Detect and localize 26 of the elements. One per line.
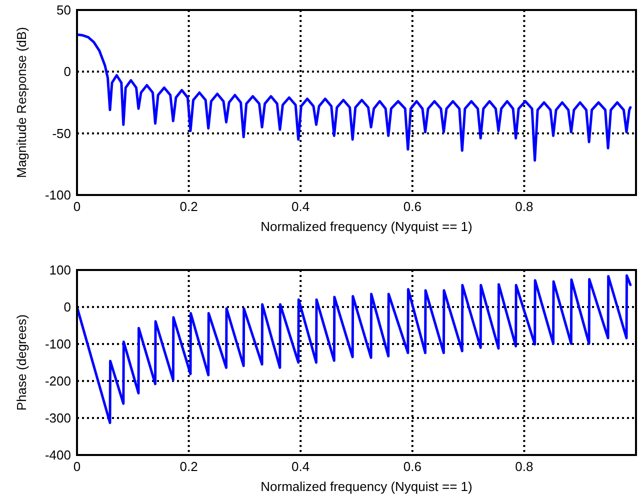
y-tick-label: 0	[64, 64, 71, 80]
y-axis-title: Phase (degrees)	[14, 314, 29, 411]
y-tick-label: 100	[49, 262, 71, 278]
x-tick-label: 0.8	[515, 459, 534, 474]
x-tick-label: 0.6	[403, 199, 422, 214]
y-tick-label: -300	[44, 410, 71, 426]
x-tick-label: 0.2	[180, 199, 198, 214]
y-tick-label: -200	[44, 374, 71, 388]
x-axis-title: Normalized frequency (Nyquist == 1)	[260, 479, 472, 494]
x-tick-label: 0.2	[180, 459, 198, 474]
y-tick-label: -400	[44, 448, 71, 462]
y-tick-label: -100	[44, 336, 71, 352]
y-tick-label: -100	[44, 188, 71, 202]
x-tick-label: 0.4	[292, 459, 310, 474]
x-tick-label: 0.6	[403, 459, 422, 474]
x-tick-label: 0.8	[515, 199, 534, 214]
y-tick-label: 50	[56, 2, 71, 18]
y-tick-label: -50	[52, 126, 71, 141]
line-series	[77, 274, 632, 424]
x-tick-label: 0	[73, 199, 81, 214]
x-tick-label: 0.4	[292, 199, 310, 214]
y-tick-label: 0	[64, 300, 71, 314]
line-series	[77, 33, 632, 162]
y-axis-title: Magnitude Response (dB)	[14, 26, 29, 178]
x-axis-title: Normalized frequency (Nyquist == 1)	[260, 219, 472, 234]
x-tick-label: 0	[73, 459, 81, 474]
